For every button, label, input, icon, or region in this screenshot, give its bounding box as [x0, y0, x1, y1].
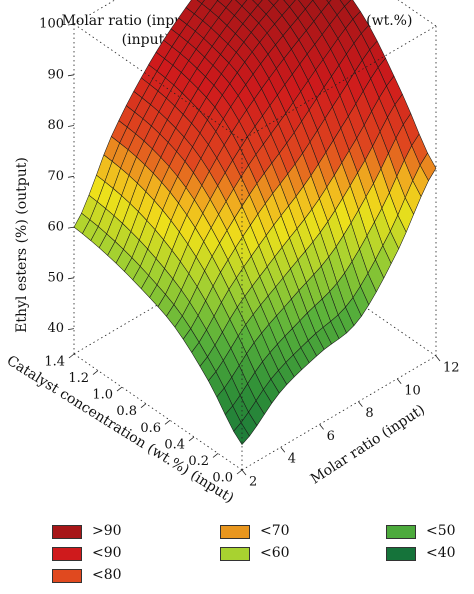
z-tick-label: 90 [47, 67, 64, 82]
x-tick [280, 446, 286, 453]
z-tick-label: 50 [47, 270, 64, 285]
z-tick [67, 125, 75, 127]
z-tick [67, 328, 75, 330]
surface-cell [326, 0, 332, 4]
legend-swatch [220, 547, 250, 561]
y-tick-label: 0.0 [212, 471, 233, 486]
z-tick [67, 277, 75, 280]
legend-swatch [220, 525, 250, 539]
x-tick [319, 424, 324, 430]
z-tick-label: 80 [47, 118, 64, 133]
surface-plot: 40 50 60 70 80 90 100 0.00.20.40.60.81.01.21.4 2… [4, 0, 460, 507]
y-tick [68, 353, 75, 359]
legend-swatch [52, 569, 82, 583]
legend-label: <60 [260, 545, 290, 561]
x-tick-label: 8 [365, 406, 373, 421]
z-tick [67, 23, 75, 26]
z-axis-label: Ethyl esters (%) (output) [14, 157, 30, 333]
legend-label: >90 [92, 523, 122, 539]
axis-ticks: 40 50 60 70 80 90 100 0.00.20.40.60.81.01.21.4 2… [39, 17, 459, 490]
y-axis-label: Catalyst concentration (wt.%) (input) [4, 353, 237, 507]
x-tick-label: 6 [327, 429, 335, 444]
x-tick-label: 2 [249, 475, 257, 490]
legend-swatch [52, 547, 82, 561]
z-tick-label: 100 [39, 17, 64, 32]
y-tick [188, 436, 195, 442]
x-tick-label: 12 [443, 361, 460, 376]
y-tick-label: 1.4 [44, 355, 65, 370]
legend-label: <90 [92, 545, 122, 561]
legend-label: <50 [426, 523, 456, 539]
box-front-edges [73, 23, 437, 471]
y-tick-label: 0.4 [164, 437, 185, 452]
z-tick-label: 60 [47, 220, 64, 235]
surface-mesh [73, 0, 437, 445]
x-tick [358, 401, 363, 407]
legend-swatch [386, 547, 416, 561]
y-tick [164, 419, 171, 425]
x-tick [435, 355, 441, 362]
y-tick [236, 469, 243, 475]
surface-cell [196, 0, 205, 4]
surface-cell [252, 0, 263, 6]
y-tick [140, 403, 147, 409]
y-tick-label: 0.6 [140, 421, 161, 436]
x-tick-label: 4 [288, 452, 296, 467]
x-tick [396, 378, 402, 385]
legend-label: <70 [260, 523, 290, 539]
x-tick [241, 469, 247, 476]
z-tick [67, 175, 75, 178]
legend-swatch [52, 525, 82, 539]
box-edge [241, 25, 437, 141]
z-tick-label: 40 [47, 321, 64, 336]
legend-swatch [386, 525, 416, 539]
x-tick-label: 10 [404, 383, 421, 398]
y-tick-label: 1.0 [92, 388, 113, 403]
legend: >90 <90 <80 <70 <60 <50 <40 [0, 512, 474, 583]
z-tick [67, 226, 75, 229]
legend-label: <80 [92, 567, 122, 583]
y-tick [116, 386, 123, 392]
legend-label: <40 [426, 545, 456, 561]
box-edge [241, 355, 437, 471]
surface-cell [268, 0, 279, 6]
y-tick [212, 453, 219, 458]
z-tick [67, 74, 75, 77]
y-tick [92, 370, 99, 375]
z-tick-label: 70 [47, 169, 64, 184]
surface-cell [233, 422, 250, 445]
y-tick-label: 0.8 [116, 404, 137, 419]
y-tick-label: 0.2 [188, 454, 209, 469]
y-tick-label: 1.2 [68, 371, 89, 386]
